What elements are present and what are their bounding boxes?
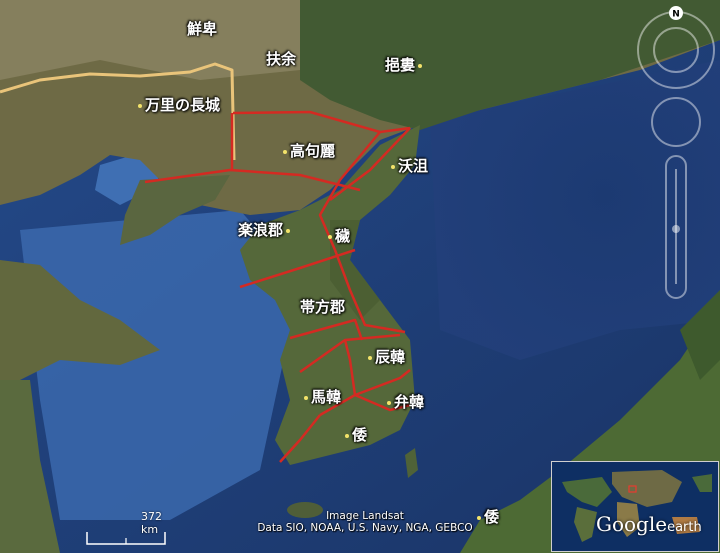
label-mahan-text: 馬韓	[311, 388, 342, 406]
label-yilou: 挹婁	[385, 54, 425, 75]
label-jinhan-text: 辰韓	[375, 348, 406, 366]
attribution-line-2: Data SIO, NOAA, U.S. Navy, NGA, GEBCO	[257, 522, 473, 534]
label-lelang: 楽浪郡	[238, 219, 293, 240]
scale-bar-graphic	[86, 532, 166, 545]
boundary-lines	[144, 110, 411, 463]
label-wa-korea-text: 倭	[352, 426, 368, 444]
compass-north-letter: N	[672, 10, 680, 20]
google-earth-logo: Googleearth	[596, 512, 702, 536]
logo-main-text: Google	[596, 512, 668, 536]
label-ye-text: 穢	[335, 227, 351, 245]
label-jinhan: 辰韓	[368, 346, 405, 367]
place-marker	[328, 234, 332, 239]
look-joystick[interactable]	[651, 97, 701, 147]
place-marker	[418, 63, 423, 68]
label-byeonhan: 弁韓	[387, 391, 424, 412]
place-marker	[477, 515, 481, 520]
great-wall-line	[0, 62, 236, 161]
place-marker	[138, 103, 142, 108]
label-okjeo: 沃沮	[391, 155, 428, 176]
label-xianbei: 鮮卑	[187, 20, 218, 38]
place-marker	[391, 164, 395, 169]
label-mahan: 馬韓	[304, 386, 341, 407]
label-daifang: 帯方郡	[300, 298, 346, 316]
place-marker	[345, 433, 349, 438]
compass-ring[interactable]	[637, 6, 715, 89]
label-wa-korea: 倭	[345, 424, 367, 445]
place-marker	[283, 149, 287, 154]
zoom-slider[interactable]	[665, 155, 687, 299]
label-wa-japan-text: 倭	[484, 508, 500, 526]
overview-inset[interactable]	[551, 461, 719, 552]
place-marker	[387, 400, 391, 405]
label-goguryeo-text: 高句麗	[290, 142, 336, 160]
label-okjeo-text: 沃沮	[398, 157, 429, 175]
attribution-line-1: Image Landsat	[326, 510, 404, 522]
label-byeonhan-text: 弁韓	[394, 393, 425, 411]
label-wa-japan: 倭	[477, 506, 499, 527]
label-ye: 穢	[328, 225, 350, 246]
label-fuyu: 扶余	[266, 50, 297, 68]
navigation-controls: N	[637, 6, 715, 299]
label-lelang-text: 楽浪郡	[238, 221, 284, 239]
scale-bar: 372 km	[86, 510, 166, 550]
label-goguryeo: 高句麗	[283, 140, 335, 161]
world-overview-map	[552, 462, 718, 551]
imagery-attribution: Image Landsat Data SIO, NOAA, U.S. Navy,…	[225, 510, 505, 534]
place-marker	[286, 228, 291, 233]
place-marker	[304, 395, 308, 400]
viewport-indicator	[628, 485, 637, 493]
logo-sub-text: earth	[667, 520, 702, 535]
label-great-wall-text: 万里の長城	[145, 96, 221, 114]
label-great-wall: 万里の長城	[138, 94, 220, 115]
scale-label: 372 km	[141, 510, 162, 536]
label-yilou-text: 挹婁	[385, 56, 416, 74]
place-marker	[368, 355, 372, 360]
